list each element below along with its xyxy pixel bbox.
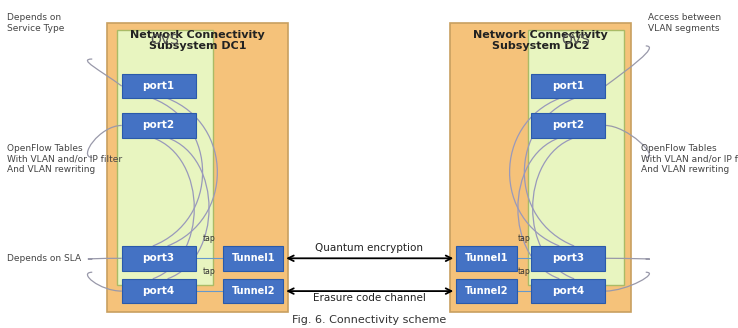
- Text: port4: port4: [552, 286, 584, 296]
- FancyBboxPatch shape: [122, 113, 196, 138]
- FancyBboxPatch shape: [122, 279, 196, 303]
- Text: tap: tap: [517, 267, 531, 276]
- FancyBboxPatch shape: [117, 30, 213, 285]
- FancyBboxPatch shape: [531, 113, 605, 138]
- FancyBboxPatch shape: [223, 279, 283, 303]
- Text: port3: port3: [552, 253, 584, 263]
- Text: port2: port2: [552, 120, 584, 131]
- FancyBboxPatch shape: [456, 279, 517, 303]
- FancyBboxPatch shape: [107, 23, 288, 312]
- FancyBboxPatch shape: [450, 23, 631, 312]
- Text: tap: tap: [203, 267, 215, 276]
- Text: Network Connectivity
Subsystem DC2: Network Connectivity Subsystem DC2: [473, 30, 608, 51]
- FancyBboxPatch shape: [456, 246, 517, 271]
- FancyBboxPatch shape: [531, 74, 605, 98]
- Text: Tunnel2: Tunnel2: [465, 286, 508, 296]
- Text: tap: tap: [203, 234, 215, 243]
- FancyBboxPatch shape: [531, 246, 605, 271]
- Text: port1: port1: [552, 81, 584, 91]
- FancyBboxPatch shape: [122, 74, 196, 98]
- FancyBboxPatch shape: [531, 279, 605, 303]
- Text: port1: port1: [142, 81, 175, 91]
- Text: Depends on
Service Type: Depends on Service Type: [7, 13, 65, 32]
- Text: Fig. 6. Connectivity scheme: Fig. 6. Connectivity scheme: [292, 315, 446, 325]
- FancyBboxPatch shape: [528, 30, 624, 285]
- Text: port4: port4: [142, 286, 175, 296]
- Text: OVS: OVS: [150, 33, 179, 47]
- Text: Tunnel2: Tunnel2: [232, 286, 275, 296]
- Text: OpenFlow Tables
With VLAN and/or IP filter
And VLAN rewriting: OpenFlow Tables With VLAN and/or IP filt…: [7, 144, 123, 174]
- Text: Tunnel1: Tunnel1: [465, 253, 508, 263]
- FancyBboxPatch shape: [122, 246, 196, 271]
- FancyBboxPatch shape: [223, 246, 283, 271]
- Text: port2: port2: [142, 120, 175, 131]
- Text: Quantum encryption: Quantum encryption: [315, 243, 423, 253]
- Text: OVS: OVS: [561, 33, 590, 47]
- Text: Access between
VLAN segments: Access between VLAN segments: [648, 13, 721, 32]
- Text: OpenFlow Tables
With VLAN and/or IP filter
And VLAN rewriting: OpenFlow Tables With VLAN and/or IP filt…: [641, 144, 738, 174]
- Text: Tunnel1: Tunnel1: [232, 253, 275, 263]
- Text: Depends on SLA: Depends on SLA: [7, 254, 81, 263]
- Text: Network Connectivity
Subsystem DC1: Network Connectivity Subsystem DC1: [130, 30, 265, 51]
- Text: port3: port3: [142, 253, 175, 263]
- Text: Erasure code channel: Erasure code channel: [313, 294, 425, 303]
- Text: tap: tap: [517, 234, 531, 243]
